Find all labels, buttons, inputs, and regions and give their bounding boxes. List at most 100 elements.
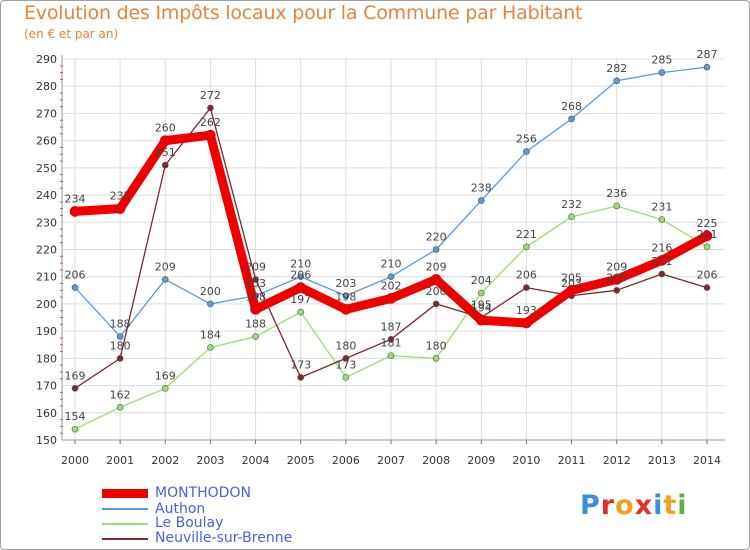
point-le-boulay-2012 bbox=[613, 202, 621, 210]
point-le-boulay-2006 bbox=[342, 374, 350, 381]
x-tick-label-2012: 2012 bbox=[603, 454, 631, 467]
data-label-neuville-sur-brenne-2003: 272 bbox=[200, 89, 221, 102]
data-label-authon-2007: 210 bbox=[381, 258, 402, 271]
point-neuville-sur-brenne-2007 bbox=[387, 336, 395, 343]
data-label-le-boulay-2010: 221 bbox=[516, 228, 537, 241]
point-neuville-sur-brenne-2014 bbox=[703, 284, 711, 291]
data-label-monthodon-2012: 209 bbox=[606, 260, 627, 273]
data-label-monthodon-2014: 225 bbox=[697, 217, 718, 230]
data-label-neuville-sur-brenne-2001: 180 bbox=[110, 339, 131, 352]
point-monthodon-2003 bbox=[205, 129, 216, 141]
data-label-authon-2005: 210 bbox=[290, 258, 311, 271]
point-authon-2008 bbox=[432, 246, 440, 253]
data-label-neuville-sur-brenne-2011: 203 bbox=[561, 277, 582, 290]
data-label-neuville-sur-brenne-2005: 173 bbox=[290, 358, 311, 371]
y-tick-label-180: 180 bbox=[36, 352, 57, 365]
data-label-neuville-sur-brenne-2008: 200 bbox=[426, 285, 447, 298]
legend-item-authon: Authon bbox=[155, 501, 206, 517]
y-tick-label-260: 260 bbox=[36, 135, 57, 148]
data-label-le-boulay-2008: 180 bbox=[426, 339, 447, 352]
data-label-neuville-sur-brenne-2007: 187 bbox=[381, 320, 402, 333]
data-label-authon-2011: 268 bbox=[561, 100, 582, 113]
data-label-monthodon-2001: 235 bbox=[110, 190, 131, 203]
point-neuville-sur-brenne-2002 bbox=[161, 161, 169, 169]
point-neuville-sur-brenne-2010 bbox=[523, 284, 530, 291]
point-le-boulay-2000 bbox=[71, 425, 79, 433]
data-label-le-boulay-2014: 221 bbox=[697, 228, 718, 241]
y-tick-label-170: 170 bbox=[36, 380, 57, 393]
data-label-le-boulay-2004: 188 bbox=[245, 318, 266, 331]
data-label-monthodon-2005: 206 bbox=[290, 269, 311, 282]
chart-subtitle: (en € et par an) bbox=[24, 27, 119, 41]
data-label-authon-2006: 203 bbox=[335, 277, 356, 290]
y-tick-label-230: 230 bbox=[36, 216, 57, 229]
y-tick-label-210: 210 bbox=[36, 271, 57, 284]
data-label-authon-2003: 200 bbox=[200, 285, 221, 298]
x-tick-label-2003: 2003 bbox=[196, 454, 224, 467]
point-neuville-sur-brenne-2003 bbox=[207, 104, 214, 112]
data-label-authon-2004: 203 bbox=[245, 277, 266, 290]
point-authon-2014 bbox=[703, 63, 711, 71]
point-neuville-sur-brenne-2005 bbox=[297, 374, 305, 381]
legend-swatch-authon bbox=[102, 508, 148, 510]
logo-letter: i bbox=[653, 490, 664, 521]
y-tick-label-150: 150 bbox=[36, 434, 57, 447]
data-label-le-boulay-2011: 232 bbox=[561, 198, 582, 211]
point-le-boulay-2010 bbox=[523, 243, 530, 251]
y-tick-label-290: 290 bbox=[36, 53, 57, 66]
point-authon-2012 bbox=[613, 77, 621, 85]
point-le-boulay-2013 bbox=[658, 216, 666, 223]
point-le-boulay-2011 bbox=[568, 213, 575, 221]
y-tick-label-190: 190 bbox=[36, 325, 57, 338]
y-tick-label-220: 220 bbox=[36, 244, 57, 257]
point-monthodon-2009 bbox=[475, 314, 487, 326]
logo-letter: P bbox=[580, 490, 601, 521]
data-label-le-boulay-2006: 173 bbox=[335, 358, 356, 371]
data-label-monthodon-2011: 205 bbox=[561, 271, 582, 284]
x-tick-label-2005: 2005 bbox=[287, 454, 315, 467]
y-tick-label-270: 270 bbox=[36, 107, 57, 120]
data-label-neuville-sur-brenne-2009: 195 bbox=[471, 299, 492, 312]
data-label-monthodon-2007: 202 bbox=[381, 279, 402, 292]
logo-letter: r bbox=[600, 490, 616, 521]
point-le-boulay-2004 bbox=[252, 333, 259, 340]
data-label-neuville-sur-brenne-2012: 205 bbox=[606, 271, 627, 284]
point-monthodon-2010 bbox=[521, 317, 532, 329]
point-neuville-sur-brenne-2000 bbox=[71, 384, 79, 392]
x-tick-label-2006: 2006 bbox=[332, 454, 360, 467]
data-label-monthodon-2004: 198 bbox=[245, 290, 266, 303]
point-authon-2002 bbox=[161, 276, 169, 283]
logo-letter: x bbox=[634, 490, 654, 521]
legend-swatch-neuville bbox=[102, 538, 148, 540]
x-tick-label-2014: 2014 bbox=[693, 454, 721, 467]
data-label-neuville-sur-brenne-2006: 180 bbox=[335, 339, 356, 352]
chart-title: Evolution des Impôts locaux pour la Comm… bbox=[24, 2, 583, 24]
point-le-boulay-2005 bbox=[297, 308, 305, 316]
data-label-authon-2008: 220 bbox=[426, 231, 447, 244]
x-tick-label-2007: 2007 bbox=[377, 454, 405, 467]
data-label-le-boulay-2005: 197 bbox=[290, 293, 311, 306]
point-neuville-sur-brenne-2008 bbox=[432, 300, 440, 308]
point-monthodon-2005 bbox=[295, 282, 307, 293]
point-monthodon-2008 bbox=[430, 274, 442, 285]
point-authon-2000 bbox=[71, 284, 79, 291]
data-label-le-boulay-2013: 231 bbox=[651, 201, 672, 214]
legend-swatch-le-boulay bbox=[102, 523, 148, 525]
axes: 150 160 170 180 190 200 210 220 230 240 250 260 270 2… bbox=[36, 53, 725, 467]
x-tick-label-2010: 2010 bbox=[512, 454, 540, 467]
point-neuville-sur-brenne-2013 bbox=[658, 270, 666, 278]
legend-item-le-boulay: Le Boulay bbox=[155, 515, 224, 531]
y-tick-label-280: 280 bbox=[36, 80, 57, 93]
y-tick-label-240: 240 bbox=[36, 189, 57, 202]
point-monthodon-2000 bbox=[69, 206, 81, 217]
x-tick-label-2004: 2004 bbox=[242, 454, 270, 467]
data-label-authon-2013: 285 bbox=[651, 54, 672, 67]
data-label-neuville-sur-brenne-2010: 206 bbox=[516, 269, 537, 282]
data-label-monthodon-2003: 262 bbox=[200, 116, 221, 129]
data-label-authon-2009: 238 bbox=[471, 182, 492, 195]
legend-item-neuville-sur-brenne: Neuville-sur-Brenne bbox=[155, 530, 293, 546]
data-label-authon-2014: 287 bbox=[697, 48, 718, 61]
x-tick-label-2011: 2011 bbox=[558, 454, 586, 467]
logo-letter: o bbox=[615, 490, 635, 521]
x-tick-label-2001: 2001 bbox=[106, 454, 134, 467]
